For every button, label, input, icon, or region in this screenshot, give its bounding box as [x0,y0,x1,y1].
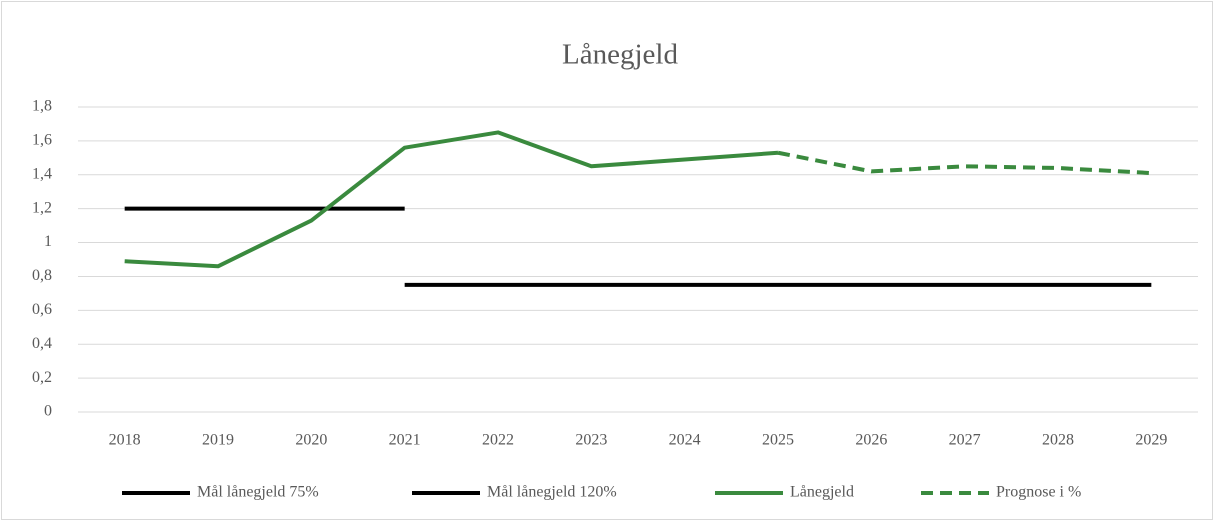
x-tick-label: 2025 [762,432,794,449]
legend-label: Mål lånegjeld 120% [487,484,617,501]
x-tick-label: 2019 [202,432,234,449]
x-tick-label: 2028 [1042,432,1074,449]
legend-label: Prognose i % [996,484,1081,501]
legend-label: Lånegjeld [790,484,854,501]
y-tick-label: 0 [44,403,52,420]
y-tick-label: 1 [44,233,52,250]
x-tick-label: 2027 [949,432,981,449]
chart-title: Lånegjeld [562,39,678,71]
x-tick-label: 2022 [482,432,514,449]
x-tick-label: 2020 [295,432,327,449]
legend-label: Mål lånegjeld 75% [197,484,319,501]
x-tick-label: 2024 [669,432,701,449]
y-tick-label: 1,2 [32,199,52,216]
y-tick-label: 0,8 [32,267,52,284]
y-tick-label: 0,4 [32,335,52,352]
y-tick-label: 1,4 [32,165,52,182]
line-series [124,130,779,269]
x-tick-label: 2029 [1135,432,1167,449]
x-tick-label: 2018 [109,432,141,449]
line-series [777,150,1152,176]
y-tick-label: 1,8 [32,98,52,115]
y-tick-label: 0,2 [32,369,52,386]
y-tick-label: 0,6 [32,301,52,318]
x-tick-label: 2021 [389,432,421,449]
x-tick-label: 2026 [855,432,887,449]
x-tick-label: 2023 [575,432,607,449]
y-tick-label: 1,6 [32,132,52,149]
